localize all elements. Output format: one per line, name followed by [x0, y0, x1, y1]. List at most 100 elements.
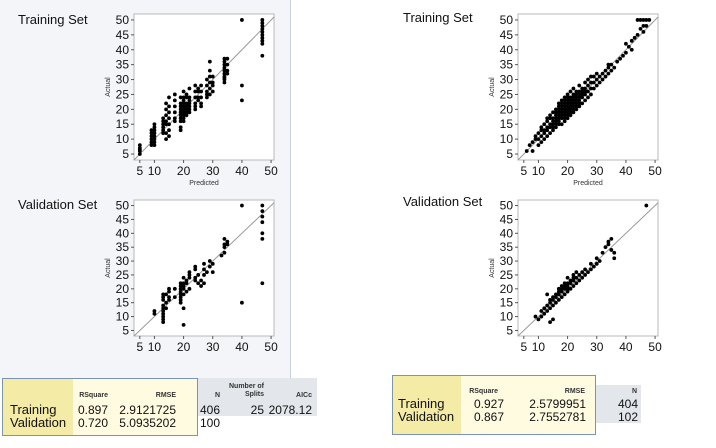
data-point — [600, 250, 605, 255]
data-point — [562, 284, 567, 288]
left-panel: Training Set 5 10 15 20 25 30 35 40 45 50 5 10 20 30 4… — [0, 0, 291, 448]
data-point — [571, 110, 576, 115]
data-point — [580, 86, 585, 91]
y-tick-label: 10 — [116, 310, 130, 324]
data-point — [193, 104, 198, 109]
data-point — [240, 18, 244, 22]
data-point — [210, 83, 215, 88]
data-point — [562, 101, 567, 106]
data-point — [210, 89, 215, 94]
data-point — [583, 98, 587, 103]
data-point — [167, 286, 171, 291]
data-point — [568, 101, 573, 106]
data-point — [577, 278, 582, 283]
data-point — [137, 152, 142, 156]
data-point — [597, 259, 602, 263]
y-tick-label: 50 — [500, 199, 514, 213]
data-point — [586, 270, 590, 275]
data-point — [205, 89, 209, 94]
y-tick-label: 20 — [116, 102, 130, 116]
data-point — [606, 71, 611, 76]
data-point — [556, 107, 561, 112]
data-point — [161, 303, 166, 308]
data-point — [556, 122, 561, 127]
data-point — [240, 98, 244, 103]
data-point — [533, 137, 538, 142]
data-point — [571, 86, 576, 91]
data-point — [609, 62, 614, 67]
data-point — [580, 270, 585, 275]
data-point — [559, 122, 564, 127]
y-tick-label: 35 — [500, 240, 514, 254]
data-point — [199, 83, 203, 88]
data-point — [167, 134, 171, 139]
data-point — [184, 281, 189, 286]
data-point — [196, 98, 201, 103]
y-tick-label: 45 — [116, 212, 130, 226]
data-point — [571, 101, 576, 106]
x-tick-label: 40 — [619, 340, 633, 354]
data-point — [193, 101, 198, 106]
data-point — [181, 286, 186, 291]
data-point — [222, 236, 227, 241]
data-point — [568, 98, 573, 103]
data-point — [260, 26, 265, 31]
data-point — [536, 143, 541, 148]
data-point — [600, 71, 605, 76]
y-tick-label: 15 — [116, 117, 130, 131]
data-point — [187, 270, 192, 275]
data-point — [548, 306, 552, 311]
data-point — [210, 261, 215, 266]
y-tick-label: 25 — [500, 268, 514, 282]
data-point — [542, 128, 547, 133]
data-point — [152, 137, 157, 142]
right-header-n: N — [631, 388, 637, 395]
data-point — [562, 119, 567, 124]
data-point — [586, 83, 590, 88]
data-point — [210, 270, 215, 275]
data-point — [591, 264, 596, 269]
data-point — [205, 83, 209, 88]
data-point — [181, 95, 186, 100]
x-tick-label: 20 — [561, 340, 575, 354]
y-tick-label: 20 — [500, 102, 514, 116]
data-point — [181, 104, 186, 109]
data-point — [568, 95, 573, 100]
data-point — [205, 95, 209, 100]
data-point — [222, 62, 227, 67]
x-axis-label: Predicted — [573, 180, 603, 187]
y-tick-label: 15 — [116, 296, 130, 310]
y-tick-label: 40 — [116, 43, 130, 57]
data-point — [202, 261, 206, 266]
data-point — [586, 77, 590, 82]
data-point — [609, 236, 614, 241]
data-point — [187, 98, 192, 103]
right-panel: Training Set 5 10 15 20 25 30 35 40 45 50 5 10 20 30 4… — [370, 0, 716, 448]
data-point — [178, 104, 183, 109]
data-point — [571, 278, 576, 283]
right-row-validation-rsquare: 0.867 — [473, 410, 504, 424]
data-point — [644, 24, 649, 28]
data-point — [580, 89, 585, 94]
data-point — [187, 86, 192, 91]
data-point — [574, 98, 579, 103]
data-point — [196, 281, 201, 286]
data-point — [577, 89, 582, 94]
data-point — [551, 119, 555, 124]
x-tick-label: 50 — [648, 164, 662, 178]
data-point — [606, 242, 611, 247]
data-point — [551, 128, 555, 133]
data-point — [554, 295, 558, 300]
data-point — [181, 89, 186, 94]
data-point — [594, 83, 599, 88]
y-axis-label: Actual — [489, 258, 496, 278]
data-point — [536, 137, 541, 142]
data-point — [551, 122, 555, 127]
data-point — [184, 110, 189, 115]
data-point — [577, 98, 582, 103]
data-point — [580, 275, 585, 280]
data-point — [161, 119, 166, 124]
data-point — [600, 77, 605, 82]
data-point — [210, 74, 215, 79]
data-point — [612, 65, 617, 70]
